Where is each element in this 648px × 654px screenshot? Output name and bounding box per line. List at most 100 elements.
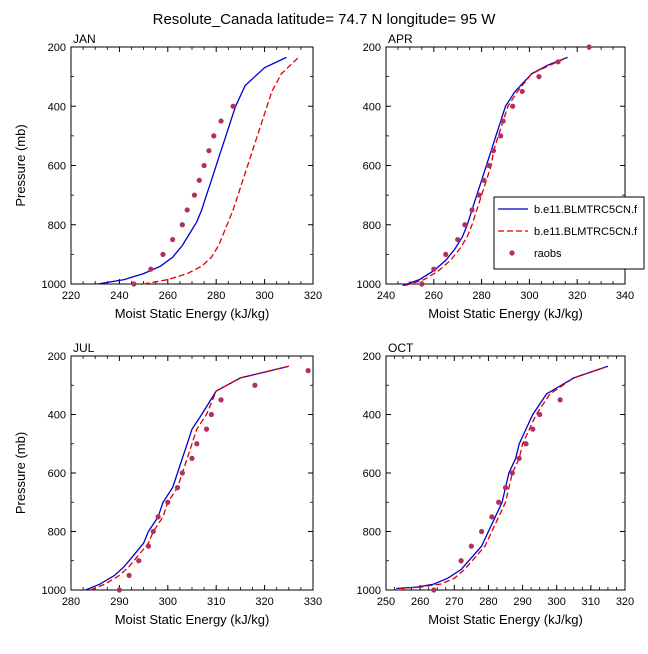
raobs-point [458,558,464,564]
y-tick-label: 1000 [42,585,66,597]
raobs-point [496,499,502,505]
x-tick-label: 280 [207,290,225,302]
figure-title: Resolute_Canada latitude= 74.7 N longitu… [153,11,497,28]
panel-jan: JAN 220 240 260 280 300 320 200 400 600 800 1000 Moi… [13,32,322,321]
x-axis-title: Moist Static Energy (kJ/kg) [115,612,270,627]
raobs-point [230,103,236,109]
raobs-point [509,470,515,476]
x-tick-label: 320 [255,596,273,608]
x-axis-title: Moist Static Energy (kJ/kg) [428,612,583,627]
y-tick-label: 800 [363,527,381,539]
x-tick-label: 300 [548,596,566,608]
y-tick-label: 200 [363,42,381,54]
panels: JAN 220 240 260 280 300 320 200 400 600 800 1000 Moi… [13,32,634,627]
raobs-point [179,222,185,228]
panel-label: APR [388,32,413,46]
x-tick-label: 220 [62,290,80,302]
raobs-point [555,59,561,65]
raobs-point [126,572,132,578]
x-axis-title: Moist Static Energy (kJ/kg) [428,306,583,321]
raobs-point [490,148,497,154]
legend-marker-raobs [509,250,515,256]
y-tick-label: 200 [48,351,66,363]
raobs-point [557,397,563,403]
x-tick-label: 310 [582,596,600,608]
raobs-point [116,587,122,593]
raobs-point [510,103,516,109]
raobs-point [443,251,449,257]
x-tick-label: 240 [110,290,128,302]
raobs-point [479,528,485,535]
x-tick-label: 280 [62,596,80,608]
raobs-point [516,455,522,461]
raobs-point [489,514,495,520]
x-tick-label: 320 [568,290,586,302]
raobs-point [252,382,258,388]
raobs-point [419,281,425,287]
x-tick-label: 260 [159,290,177,302]
legend-label: b.e11.BLMTRC5CN.f [534,226,638,238]
raobs-point [455,236,461,243]
x-tick-label: 340 [616,290,634,302]
raobs-point [305,368,311,374]
raobs-point [208,411,214,418]
raobs-point [194,441,200,447]
raobs-point [586,44,592,50]
raobs-point [160,251,166,257]
raobs-point [136,558,142,564]
raobs-point [174,485,181,491]
raobs-point [155,514,161,520]
raobs-point [502,485,509,491]
y-tick-label: 200 [363,351,381,363]
y-tick-label: 600 [363,468,381,480]
series-raobs [131,103,236,287]
raobs-point [179,470,185,476]
legend: b.e11.BLMTRC5CN.f b.e11.BLMTRC5CN.f raobs [493,196,645,270]
x-tick-label: 300 [159,596,177,608]
y-tick-label: 400 [363,410,381,422]
raobs-point [530,426,536,432]
series-raobs [419,44,592,287]
y-tick-label: 200 [48,42,66,54]
y-tick-label: 1000 [357,279,381,291]
raobs-point [148,266,154,272]
raobs-point [519,88,525,95]
x-tick-label: 240 [377,290,395,302]
raobs-point [211,133,217,139]
x-tick-label: 260 [425,290,443,302]
y-tick-label: 400 [48,101,66,113]
series-raobs [431,397,563,593]
y-tick-label: 800 [48,527,66,539]
y-tick-label: 400 [48,410,66,422]
x-tick-label: 310 [207,596,225,608]
x-tick-label: 270 [445,596,463,608]
raobs-point [468,543,474,549]
y-axis-title: Pressure (mb) [13,432,28,514]
y-tick-label: 800 [48,220,66,232]
raobs-point [431,587,437,593]
raobs-point [476,192,482,198]
legend-label: raobs [534,248,562,260]
raobs-point [431,266,437,272]
x-tick-label: 250 [377,596,395,608]
legend-label: b.e11.BLMTRC5CN.f [534,204,638,216]
raobs-point [462,222,468,228]
x-tick-label: 330 [304,596,322,608]
series-line-solid [396,365,609,590]
raobs-point [486,162,492,169]
y-tick-label: 600 [363,161,381,173]
y-tick-label: 600 [48,468,66,480]
series-line-dashed [90,365,289,591]
raobs-point [203,426,210,432]
raobs-point [218,118,224,124]
panel-label: JAN [73,32,96,46]
panel-jul: JUL 280 290 300 310 320 330 200 400 600 800 1000 Moi… [13,341,322,627]
y-tick-label: 1000 [357,585,381,597]
series-line-solid [97,56,287,285]
series-line-dashed [404,56,568,287]
plot-frame [70,355,314,591]
raobs-point [500,118,506,124]
raobs-point [537,411,543,418]
